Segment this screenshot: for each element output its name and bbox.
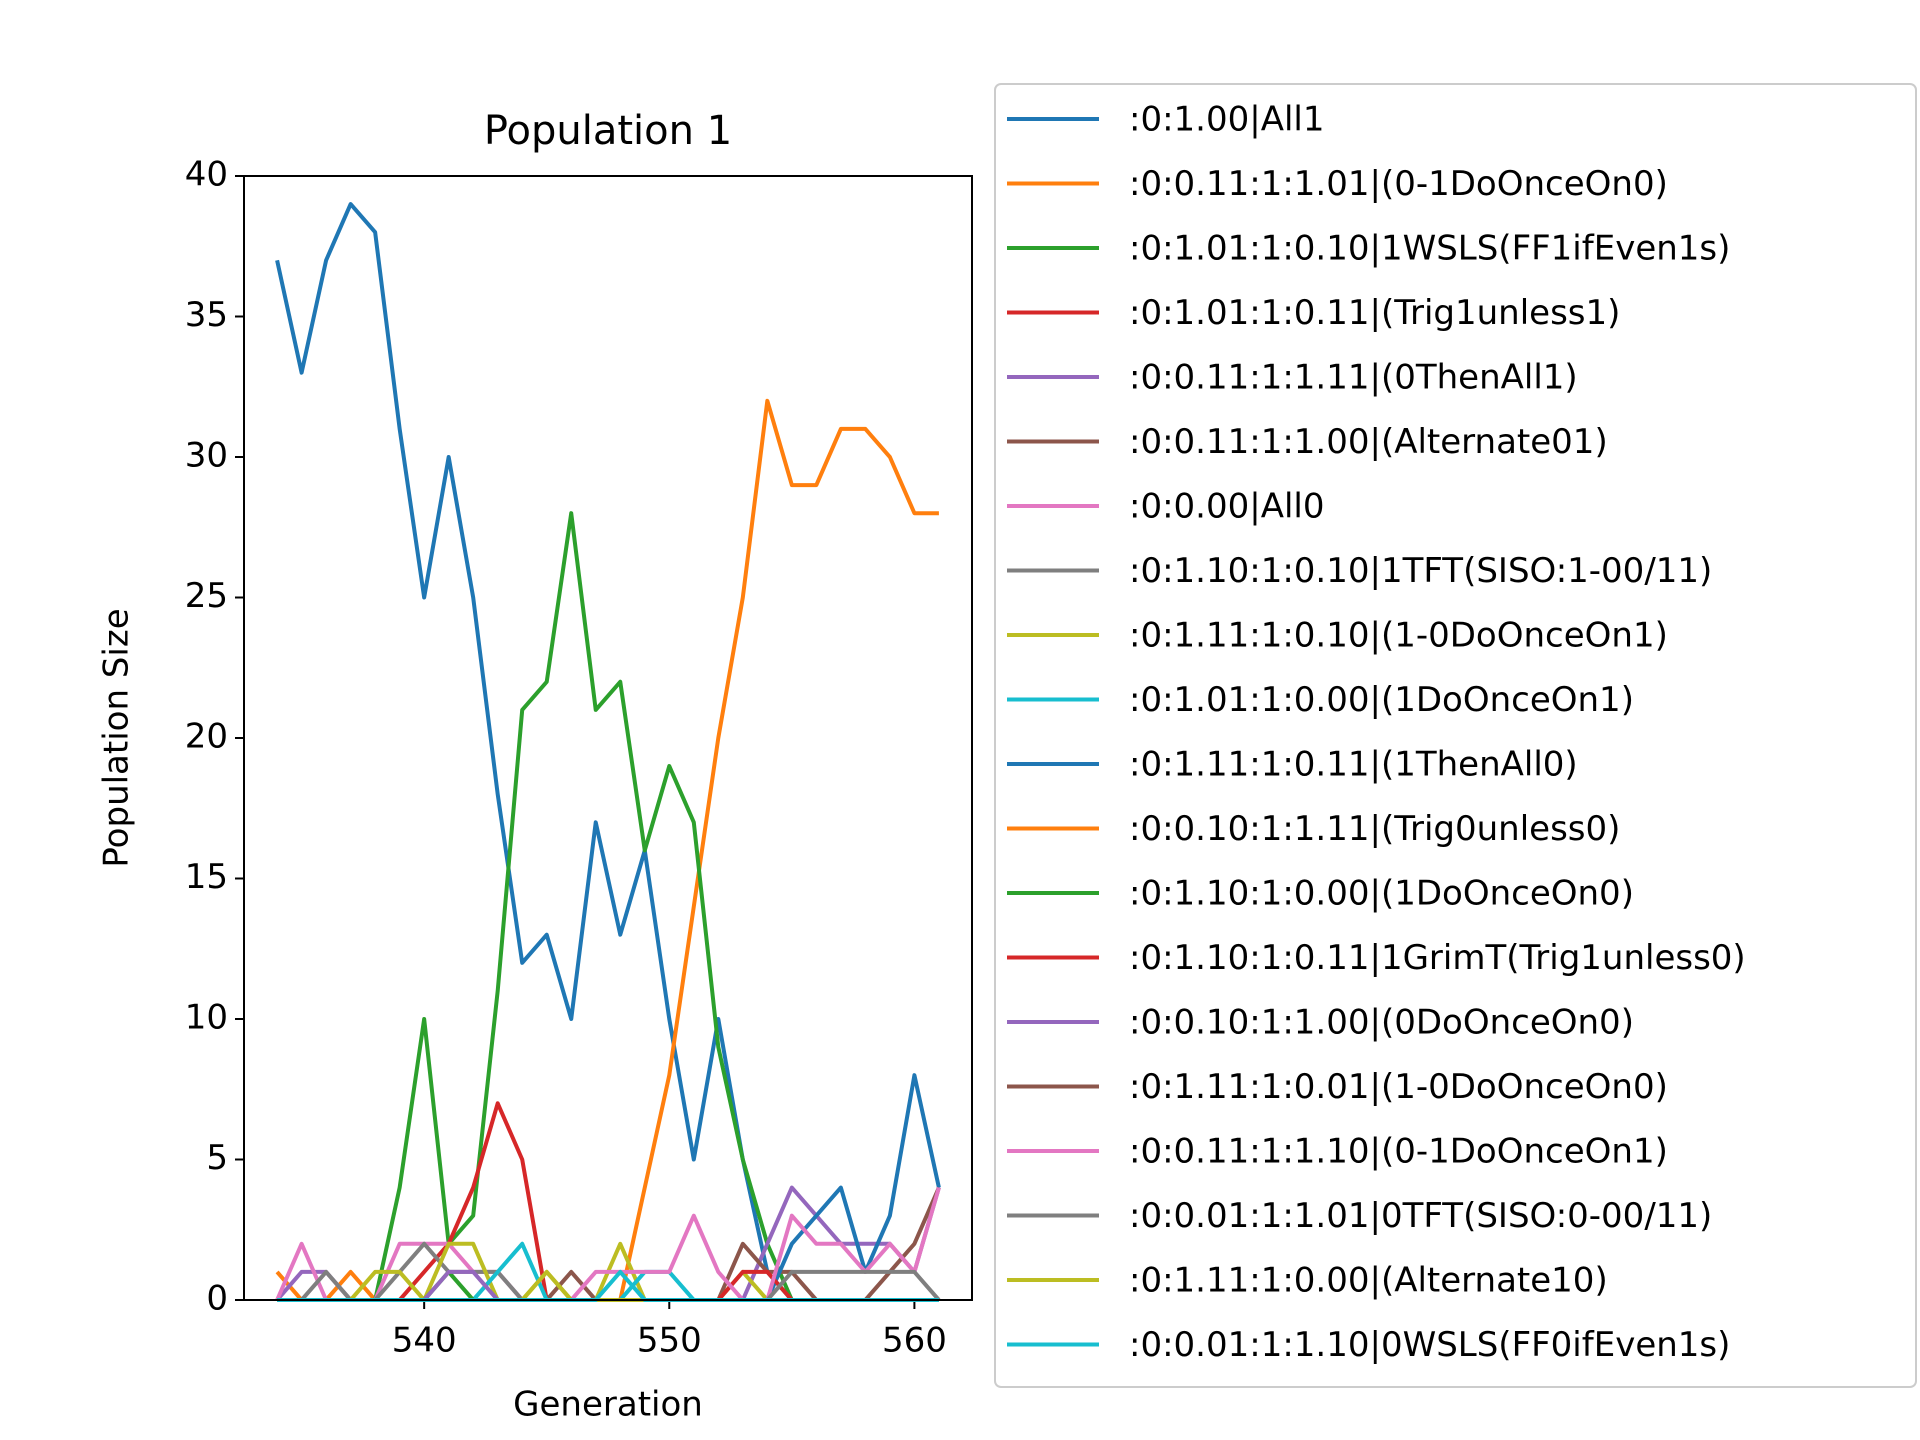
x-tick-label: 550 bbox=[637, 1321, 702, 1361]
y-tick-label: 0 bbox=[206, 1279, 228, 1319]
legend-label: :0:0.11:1:1.11|(0ThenAll1) bbox=[1129, 358, 1578, 398]
x-tick-label: 540 bbox=[392, 1321, 457, 1361]
series-line bbox=[277, 511, 939, 1302]
legend-label: :0:1.10:1:0.00|(1DoOnceOn0) bbox=[1129, 874, 1634, 914]
y-tick-label: 25 bbox=[185, 576, 228, 616]
plot-area: 0 5 10 15 20 25 30 35 40 540 550 560 bbox=[185, 155, 973, 1361]
legend bbox=[994, 83, 1917, 1388]
y-tick-label: 35 bbox=[185, 295, 228, 335]
y-tick-label: 30 bbox=[185, 436, 228, 476]
legend-label: :0:1.01:1:0.00|(1DoOnceOn1) bbox=[1129, 680, 1634, 720]
legend-label: :0:0.00|All0 bbox=[1129, 487, 1324, 527]
legend-label: :0:1.01:1:0.10|1WSLS(FF1ifEven1s) bbox=[1129, 229, 1730, 269]
legend-label: :0:1.11:1:0.00|(Alternate10) bbox=[1129, 1261, 1608, 1301]
legend-label: :0:1.11:1:0.01|(1-0DoOnceOn0) bbox=[1129, 1067, 1668, 1107]
legend-label: :0:1.00|All1 bbox=[1129, 100, 1324, 140]
y-tick-label: 40 bbox=[185, 155, 228, 195]
legend-label: :0:0.01:1:1.01|0TFT(SISO:0-00/11) bbox=[1129, 1196, 1712, 1236]
y-tick-label: 5 bbox=[206, 1138, 228, 1178]
legend-label: :0:1.11:1:0.11|(1ThenAll0) bbox=[1129, 745, 1578, 785]
legend-label: :0:1.10:1:0.11|1GrimT(Trig1unless0) bbox=[1129, 938, 1746, 978]
axes-frame bbox=[243, 175, 973, 1301]
legend-label: :0:0.11:1:1.10|(0-1DoOnceOn1) bbox=[1129, 1132, 1668, 1172]
legend-label: :0:1.10:1:0.10|1TFT(SISO:1-00/11) bbox=[1129, 551, 1712, 591]
legend-label: :0:0.11:1:1.01|(0-1DoOnceOn0) bbox=[1129, 164, 1668, 204]
legend-label: :0:0.11:1:1.00|(Alternate01) bbox=[1129, 422, 1608, 462]
x-tick-label: 560 bbox=[882, 1321, 947, 1361]
legend-label: :0:1.11:1:0.10|(1-0DoOnceOn1) bbox=[1129, 616, 1668, 656]
y-tick-label: 15 bbox=[185, 857, 228, 897]
legend-label: :0:0.01:1:1.10|0WSLS(FF0ifEven1s) bbox=[1129, 1325, 1730, 1365]
series-line bbox=[275, 398, 939, 1302]
legend-label: :0:1.01:1:0.11|(Trig1unless1) bbox=[1129, 293, 1620, 333]
legend-entries: :0:1.00|All1 :0:0.11:1:1.01|(0-1DoOnceOn0… bbox=[1007, 100, 1746, 1365]
chart-title: Population 1 bbox=[484, 108, 732, 154]
legend-label: :0:0.10:1:1.11|(Trig0unless0) bbox=[1129, 809, 1620, 849]
y-axis-label: Population Size bbox=[97, 608, 137, 867]
legend-label: :0:0.10:1:1.00|(0DoOnceOn0) bbox=[1129, 1003, 1634, 1043]
x-axis-label: Generation bbox=[513, 1385, 703, 1425]
series-line bbox=[277, 1073, 941, 1302]
series-line bbox=[275, 202, 939, 1302]
y-tick-label: 20 bbox=[185, 717, 228, 757]
y-tick-label: 10 bbox=[185, 998, 228, 1038]
